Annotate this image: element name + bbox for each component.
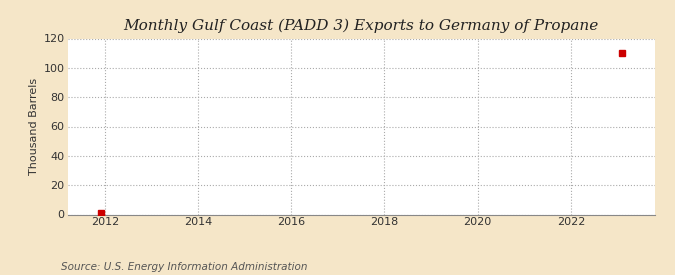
- Title: Monthly Gulf Coast (PADD 3) Exports to Germany of Propane: Monthly Gulf Coast (PADD 3) Exports to G…: [124, 19, 599, 33]
- Text: Source: U.S. Energy Information Administration: Source: U.S. Energy Information Administ…: [61, 262, 307, 272]
- Y-axis label: Thousand Barrels: Thousand Barrels: [30, 78, 39, 175]
